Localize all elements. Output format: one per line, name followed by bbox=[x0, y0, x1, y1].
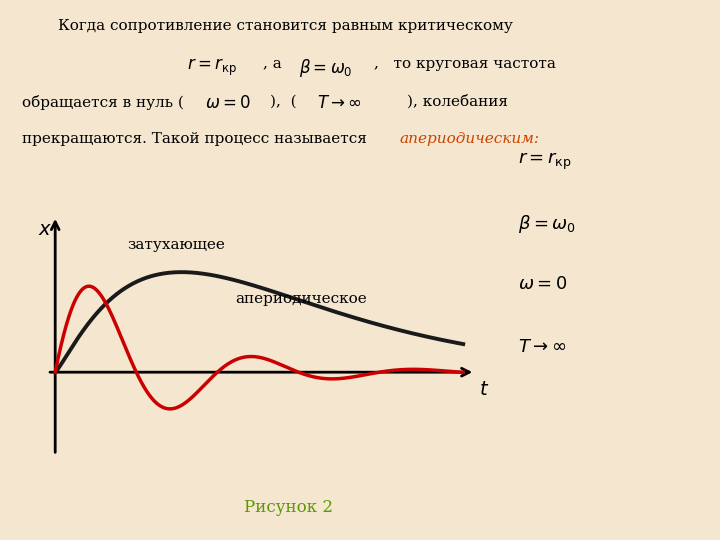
Text: $T \rightarrow \infty$: $T \rightarrow \infty$ bbox=[518, 338, 567, 355]
Text: ,   то круговая частота: , то круговая частота bbox=[374, 57, 557, 71]
Text: $t$: $t$ bbox=[480, 381, 490, 399]
Text: затухающее: затухающее bbox=[127, 238, 225, 252]
Text: $\omega = 0$: $\omega = 0$ bbox=[518, 275, 567, 293]
Text: $r = r_{\rm кр}$: $r = r_{\rm кр}$ bbox=[187, 57, 237, 78]
Text: апериодическим:: апериодическим: bbox=[400, 132, 539, 146]
Text: апериодическое: апериодическое bbox=[235, 292, 367, 306]
Text: $x$: $x$ bbox=[38, 221, 53, 239]
Text: Рисунок 2: Рисунок 2 bbox=[243, 499, 333, 516]
Text: $\beta = \omega_0$: $\beta = \omega_0$ bbox=[518, 213, 576, 235]
Text: , а: , а bbox=[263, 57, 287, 71]
Text: ), колебания: ), колебания bbox=[407, 94, 508, 109]
Text: $r = r_{\rm кр}$: $r = r_{\rm кр}$ bbox=[518, 151, 572, 172]
Text: $\omega = 0$: $\omega = 0$ bbox=[205, 94, 251, 111]
Text: прекращаются. Такой процесс называется: прекращаются. Такой процесс называется bbox=[22, 132, 372, 146]
Text: Когда сопротивление становится равным критическому: Когда сопротивление становится равным кр… bbox=[58, 19, 513, 33]
Text: $\beta = \omega_0$: $\beta = \omega_0$ bbox=[299, 57, 352, 79]
Text: обращается в нуль (: обращается в нуль ( bbox=[22, 94, 184, 110]
Text: $T \rightarrow \infty$: $T \rightarrow \infty$ bbox=[317, 94, 361, 111]
Text: ),  (: ), ( bbox=[270, 94, 297, 109]
